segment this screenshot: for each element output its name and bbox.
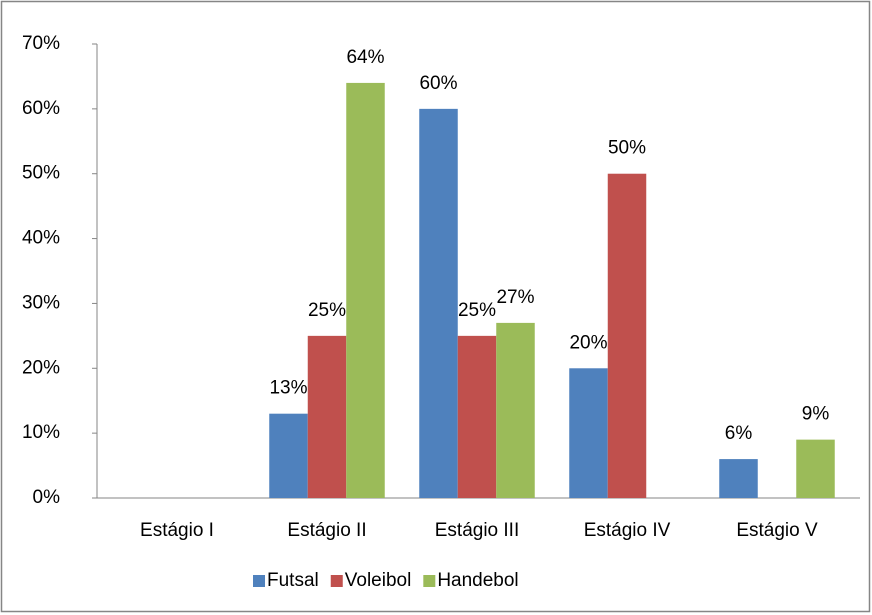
x-tick-label: Estágio III bbox=[435, 520, 520, 541]
data-label: 27% bbox=[496, 287, 534, 308]
bar bbox=[796, 439, 835, 498]
data-label: 6% bbox=[725, 423, 753, 444]
legend-label: Handebol bbox=[437, 570, 518, 591]
data-label: 25% bbox=[458, 300, 496, 321]
y-tick-label: 50% bbox=[22, 163, 60, 184]
bar bbox=[307, 335, 347, 498]
y-tick-label: 0% bbox=[33, 487, 61, 508]
legend-label: Voleibol bbox=[345, 570, 412, 591]
y-tick-label: 60% bbox=[22, 98, 60, 119]
legend-label: Futsal bbox=[267, 570, 319, 591]
bar bbox=[719, 459, 758, 498]
data-label: 13% bbox=[269, 378, 307, 399]
data-label: 64% bbox=[346, 47, 384, 68]
y-tick-label: 40% bbox=[22, 228, 60, 249]
legend-swatch bbox=[253, 575, 265, 587]
y-tick-label: 20% bbox=[22, 357, 60, 378]
data-label: 50% bbox=[608, 138, 646, 159]
data-label: 60% bbox=[419, 73, 457, 94]
legend-swatch bbox=[330, 575, 343, 587]
y-tick-label: 70% bbox=[22, 33, 60, 54]
bar bbox=[569, 368, 608, 498]
x-tick-label: Estágio IV bbox=[584, 520, 671, 541]
bar bbox=[457, 335, 497, 498]
legend-swatch bbox=[423, 575, 436, 587]
x-tick-label: Estágio V bbox=[736, 520, 818, 541]
x-tick-label: Estágio I bbox=[140, 520, 214, 541]
data-label: 25% bbox=[308, 300, 346, 321]
bar bbox=[346, 82, 385, 499]
x-tick-label: Estágio II bbox=[287, 520, 366, 541]
bar bbox=[496, 322, 535, 498]
data-label: 9% bbox=[802, 404, 830, 425]
data-label: 20% bbox=[569, 332, 607, 353]
y-tick-label: 30% bbox=[22, 292, 60, 313]
bar bbox=[607, 173, 647, 498]
bar bbox=[269, 413, 308, 498]
bar bbox=[419, 108, 458, 498]
y-tick-label: 10% bbox=[22, 422, 60, 443]
